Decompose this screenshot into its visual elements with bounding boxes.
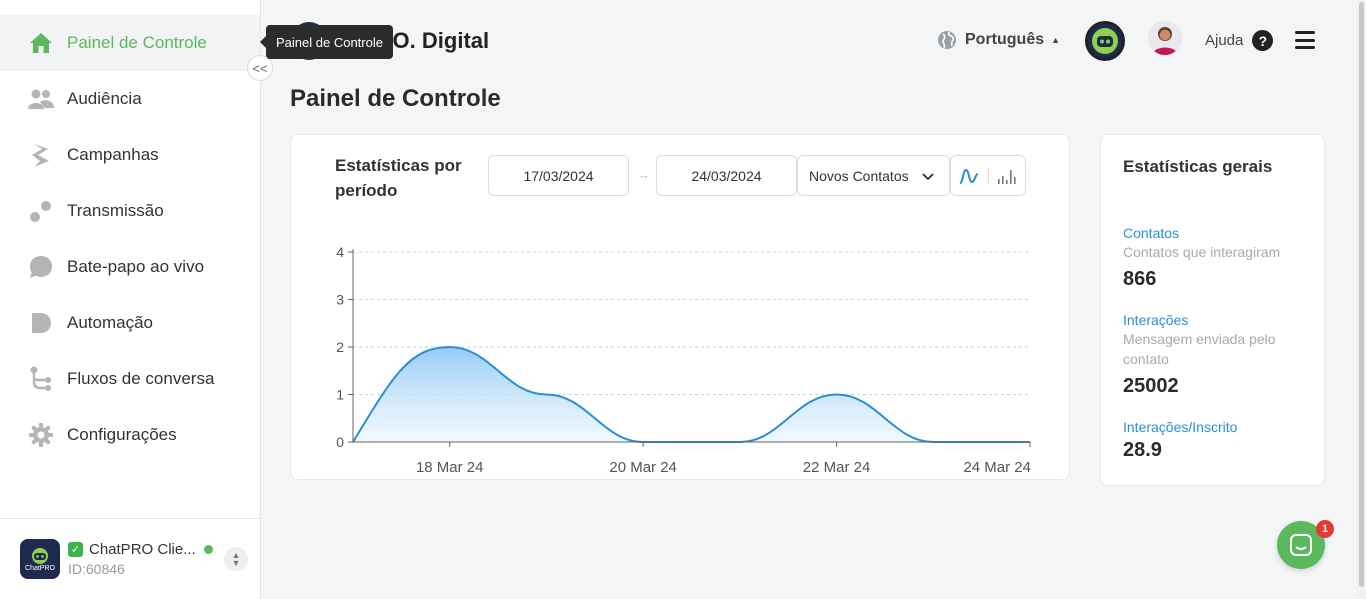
sidebar-item-audiencia[interactable]: Audiência xyxy=(0,71,260,127)
sidebar-item-label: Painel de Controle xyxy=(67,33,207,52)
sidebar-item-painel-de-controle[interactable]: Painel de Controle xyxy=(0,15,260,71)
chat-widget-icon xyxy=(1290,534,1312,556)
toggle-divider xyxy=(987,167,989,184)
account-switch-button[interactable]: ▲ ▼ xyxy=(224,547,248,571)
x-tick-label: 18 Mar 24 xyxy=(416,459,484,476)
menu-line xyxy=(1295,38,1315,42)
user-photo-icon xyxy=(1148,21,1182,55)
general-stats-title: Estatísticas gerais xyxy=(1123,157,1273,176)
period-stats-card: Estatísticas por período 17/03/2024 → 24… xyxy=(290,134,1070,480)
sidebar-item-campanhas[interactable]: Campanhas xyxy=(0,127,260,183)
collapse-sidebar-button[interactable]: << xyxy=(247,55,273,81)
chevron-down-icon xyxy=(922,173,934,181)
help-link[interactable]: Ajuda ? xyxy=(1205,30,1274,51)
new-contacts-chart: 0 1 2 3 4 18 Mar 24 20 Mar 24 22 Mar 24 24 Mar 2… xyxy=(336,244,1031,476)
end-date-input[interactable]: 24/03/2024 xyxy=(656,155,797,196)
user-avatar[interactable] xyxy=(1148,21,1182,55)
y-tick-label: 0 xyxy=(336,434,344,450)
stat-value: 28.9 xyxy=(1123,439,1162,461)
sidebar-item-automacao[interactable]: Automação xyxy=(0,295,260,351)
stat-label: Interações xyxy=(1123,312,1189,328)
stat-description: Mensagem enviada pelo contato xyxy=(1123,331,1276,367)
stat-value: 866 xyxy=(1123,268,1157,290)
stat-contatos: Contatos Contatos que interagiram 866 xyxy=(1123,225,1313,291)
area-fill xyxy=(353,347,1030,442)
sidebar-item-bate-papo[interactable]: Bate-papo ao vivo xyxy=(0,239,260,295)
y-tick-label: 1 xyxy=(336,387,344,403)
sort-icon: ▲ ▼ xyxy=(231,550,241,568)
globe-icon xyxy=(938,31,956,49)
account-name: ChatPRO Clie... xyxy=(89,541,196,558)
automation-icon xyxy=(28,310,54,336)
y-tick-label: 3 xyxy=(336,292,344,308)
page-title: Painel de Controle xyxy=(290,85,501,112)
language-label: Português xyxy=(965,31,1045,48)
sidebar-item-label: Automação xyxy=(67,313,153,332)
sidebar-item-label: Fluxos de conversa xyxy=(67,369,215,388)
sidebar-item-fluxos[interactable]: Fluxos de conversa xyxy=(0,351,260,407)
stat-label: Contatos xyxy=(1123,225,1180,241)
general-stats-card: Estatísticas gerais Contatos Contatos qu… xyxy=(1100,134,1325,486)
chart-type-toggle xyxy=(950,155,1026,196)
y-tick-label: 2 xyxy=(336,339,344,355)
sidebar-item-label: Campanhas xyxy=(67,145,159,164)
start-date-input[interactable]: 17/03/2024 xyxy=(488,155,629,196)
chat-bubble-icon xyxy=(28,254,54,280)
stat-interacoes: Interações Mensagem enviada pelo contato… xyxy=(1123,312,1313,398)
period-stats-title: Estatísticas por período xyxy=(335,156,462,200)
bot-icon xyxy=(1092,28,1118,54)
bar-chart-toggle[interactable] xyxy=(989,156,1026,195)
x-tick-label: 22 Mar 24 xyxy=(803,459,871,476)
double-chevron-left-icon: << xyxy=(252,60,268,76)
sidebar-item-label: Audiência xyxy=(67,89,142,108)
broadcast-icon xyxy=(28,198,54,224)
menu-line xyxy=(1295,46,1315,49)
users-icon xyxy=(28,86,54,112)
arrow-right-icon: → xyxy=(637,167,650,182)
account-logo: ChatPRO xyxy=(20,539,60,579)
sidebar-item-transmissao[interactable]: Transmissão xyxy=(0,183,260,239)
hamburger-menu-button[interactable] xyxy=(1295,31,1315,49)
bot-avatar[interactable] xyxy=(1085,21,1125,61)
metric-select-value: Novos Contatos xyxy=(809,167,909,184)
sidebar: Painel de Controle Audiência Campanhas T… xyxy=(0,0,261,599)
gear-icon xyxy=(28,422,54,448)
online-status-dot xyxy=(203,545,213,554)
sidebar-nav: Painel de Controle Audiência Campanhas T… xyxy=(0,15,260,463)
menu-line xyxy=(1295,31,1315,34)
x-tick-label: 20 Mar 24 xyxy=(609,459,677,476)
account-id: ID:60846 xyxy=(68,561,125,577)
stat-description: Contatos que interagiram xyxy=(1123,244,1281,260)
account-switcher[interactable]: ChatPRO ✓ ChatPRO Clie... ID:60846 ▲ ▼ xyxy=(0,518,260,599)
sidebar-item-label: Transmissão xyxy=(67,201,164,220)
campaigns-icon xyxy=(28,142,54,168)
metric-select[interactable]: Novos Contatos xyxy=(797,155,950,196)
caret-up-icon: ▲ xyxy=(1051,35,1061,45)
account-name-row: ✓ ChatPRO Clie... xyxy=(68,541,213,558)
line-chart-toggle[interactable] xyxy=(951,156,988,195)
sidebar-item-configuracoes[interactable]: Configurações xyxy=(0,407,260,463)
whatsapp-check-icon: ✓ xyxy=(68,542,83,557)
home-icon xyxy=(28,30,54,56)
help-label: Ajuda xyxy=(1205,32,1244,49)
tooltip: Painel de Controle xyxy=(260,25,393,59)
account-logo-text: ChatPRO xyxy=(25,564,55,572)
flow-icon xyxy=(28,366,54,392)
sidebar-item-label: Bate-papo ao vivo xyxy=(67,257,205,276)
sidebar-item-label: Configurações xyxy=(67,425,177,444)
scrollbar-thumb[interactable] xyxy=(1359,2,1364,587)
notification-badge: 1 xyxy=(1316,520,1334,538)
question-icon: ? xyxy=(1252,30,1274,51)
bar-chart-icon xyxy=(997,169,1016,184)
line-chart-icon xyxy=(959,168,979,184)
stat-label: Interações/Inscrito xyxy=(1123,419,1238,435)
language-selector[interactable]: Português ▲ xyxy=(937,30,1060,50)
x-tick-label: 24 Mar 24 xyxy=(963,459,1031,476)
account-info: ✓ ChatPRO Clie... ID:60846 xyxy=(68,541,213,577)
stat-value: 25002 xyxy=(1123,375,1179,397)
page-scrollbar[interactable] xyxy=(1357,0,1366,599)
y-tick-label: 4 xyxy=(336,244,344,260)
stat-interacoes-inscrito: Interações/Inscrito 28.9 xyxy=(1123,419,1313,462)
